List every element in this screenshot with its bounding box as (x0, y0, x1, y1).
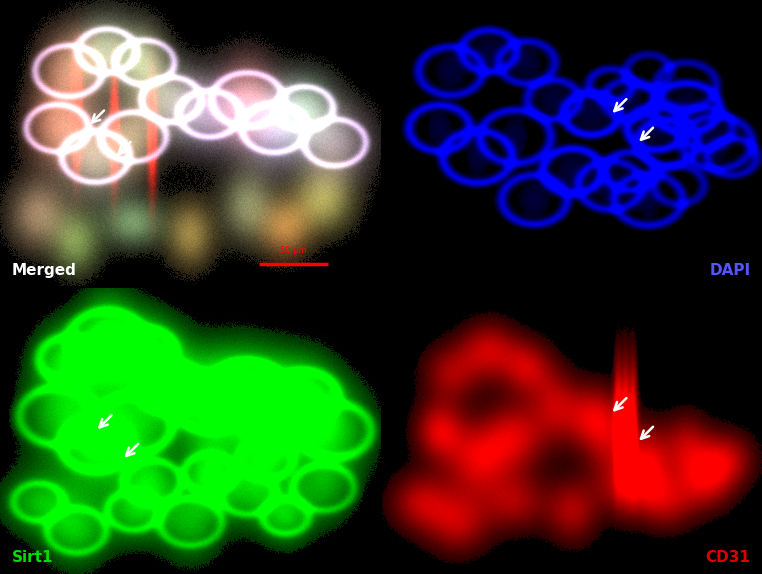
Text: Sirt1: Sirt1 (11, 550, 53, 565)
Text: Merged: Merged (11, 263, 76, 278)
Text: CD31: CD31 (706, 550, 751, 565)
Text: DAPI: DAPI (709, 263, 751, 278)
Text: 50 μm: 50 μm (280, 246, 306, 255)
